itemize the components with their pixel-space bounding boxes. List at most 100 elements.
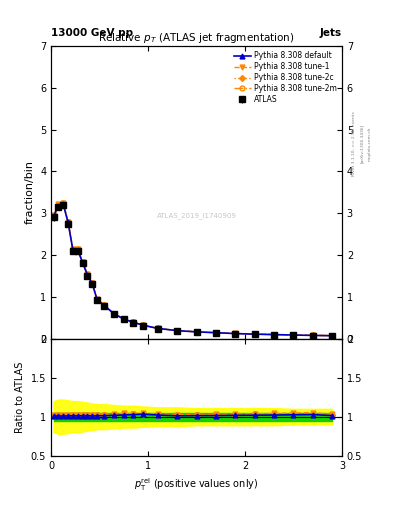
Pythia 8.308 tune-2c <box>131 319 136 325</box>
Pythia 8.308 default <box>61 201 66 207</box>
Pythia 8.308 default <box>194 329 199 335</box>
Text: mcplots.cern.ch: mcplots.cern.ch <box>367 126 371 161</box>
Pythia 8.308 tune-2m <box>155 325 160 331</box>
Y-axis label: fraction/bin: fraction/bin <box>24 160 35 224</box>
Text: 13000 GeV pp: 13000 GeV pp <box>51 28 133 38</box>
Pythia 8.308 default <box>121 316 126 322</box>
Pythia 8.308 tune-2c <box>112 311 116 317</box>
Pythia 8.308 default <box>213 330 218 336</box>
Pythia 8.308 tune-1 <box>121 315 126 322</box>
Pythia 8.308 tune-1 <box>155 325 160 331</box>
Line: Pythia 8.308 tune-2m: Pythia 8.308 tune-2m <box>51 201 335 338</box>
Pythia 8.308 default <box>80 260 85 266</box>
Pythia 8.308 default <box>85 272 90 278</box>
Pythia 8.308 default <box>175 328 180 334</box>
Pythia 8.308 default <box>66 219 70 225</box>
Pythia 8.308 tune-2c <box>155 325 160 331</box>
X-axis label: $p_{\rm T}^{\rm rel}$ (positive values only): $p_{\rm T}^{\rm rel}$ (positive values o… <box>134 476 259 493</box>
Pythia 8.308 tune-1 <box>90 280 95 286</box>
Pythia 8.308 tune-1 <box>85 271 90 278</box>
Pythia 8.308 tune-1 <box>141 322 145 328</box>
Pythia 8.308 tune-2c <box>51 213 56 219</box>
Pythia 8.308 tune-1 <box>56 201 61 207</box>
Pythia 8.308 tune-2m <box>66 219 70 225</box>
Pythia 8.308 tune-2m <box>291 332 296 338</box>
Pythia 8.308 tune-2m <box>141 322 145 328</box>
Pythia 8.308 tune-2c <box>95 296 99 303</box>
Pythia 8.308 tune-1 <box>80 259 85 265</box>
Pythia 8.308 tune-2m <box>131 319 136 326</box>
Pythia 8.308 tune-2m <box>51 212 56 219</box>
Pythia 8.308 tune-2c <box>330 333 334 339</box>
Pythia 8.308 tune-2m <box>310 332 315 338</box>
Pythia 8.308 default <box>155 325 160 331</box>
Pythia 8.308 tune-2m <box>194 329 199 335</box>
Pythia 8.308 tune-1 <box>252 331 257 337</box>
Pythia 8.308 tune-2c <box>233 330 238 336</box>
Line: Pythia 8.308 tune-2c: Pythia 8.308 tune-2c <box>51 202 334 338</box>
Pythia 8.308 tune-1 <box>75 246 80 252</box>
Pythia 8.308 tune-1 <box>66 219 70 225</box>
Pythia 8.308 tune-1 <box>51 212 56 219</box>
Text: ATLAS_2019_I1740909: ATLAS_2019_I1740909 <box>156 212 237 219</box>
Pythia 8.308 tune-1 <box>330 333 334 339</box>
Pythia 8.308 tune-2m <box>233 330 238 336</box>
Title: Relative $p_{T}$ (ATLAS jet fragmentation): Relative $p_{T}$ (ATLAS jet fragmentatio… <box>98 31 295 45</box>
Pythia 8.308 default <box>310 332 315 338</box>
Pythia 8.308 tune-1 <box>112 310 116 316</box>
Pythia 8.308 tune-2c <box>252 331 257 337</box>
Pythia 8.308 default <box>51 214 56 220</box>
Pythia 8.308 tune-2m <box>252 331 257 337</box>
Pythia 8.308 default <box>272 332 276 338</box>
Pythia 8.308 tune-2c <box>61 201 66 207</box>
Pythia 8.308 tune-1 <box>194 329 199 335</box>
Pythia 8.308 default <box>131 319 136 326</box>
Pythia 8.308 tune-2m <box>56 202 61 208</box>
Y-axis label: Ratio to ATLAS: Ratio to ATLAS <box>15 361 25 433</box>
Pythia 8.308 tune-1 <box>131 319 136 325</box>
Pythia 8.308 tune-2m <box>61 200 66 206</box>
Pythia 8.308 tune-2m <box>95 296 99 303</box>
Pythia 8.308 tune-1 <box>233 330 238 336</box>
Pythia 8.308 tune-2m <box>80 259 85 265</box>
Pythia 8.308 tune-2c <box>175 328 180 334</box>
Pythia 8.308 tune-2c <box>213 330 218 336</box>
Pythia 8.308 tune-2m <box>90 280 95 286</box>
Pythia 8.308 default <box>330 333 334 339</box>
Pythia 8.308 tune-2m <box>102 303 107 309</box>
Pythia 8.308 tune-2c <box>121 316 126 322</box>
Pythia 8.308 tune-2m <box>272 331 276 337</box>
Pythia 8.308 default <box>95 297 99 303</box>
Pythia 8.308 default <box>71 247 75 253</box>
Pythia 8.308 tune-2m <box>71 246 75 252</box>
Pythia 8.308 tune-2c <box>66 219 70 225</box>
Pythia 8.308 default <box>233 330 238 336</box>
Pythia 8.308 default <box>75 247 80 253</box>
Pythia 8.308 tune-2m <box>85 271 90 278</box>
Pythia 8.308 default <box>112 311 116 317</box>
Pythia 8.308 tune-1 <box>291 332 296 338</box>
Pythia 8.308 tune-2c <box>102 303 107 309</box>
Pythia 8.308 tune-2c <box>272 331 276 337</box>
Pythia 8.308 tune-2m <box>175 328 180 334</box>
Pythia 8.308 tune-2c <box>56 202 61 208</box>
Pythia 8.308 tune-1 <box>61 200 66 206</box>
Pythia 8.308 tune-1 <box>175 328 180 334</box>
Pythia 8.308 default <box>90 281 95 287</box>
Pythia 8.308 tune-1 <box>102 302 107 308</box>
Pythia 8.308 tune-1 <box>272 331 276 337</box>
Pythia 8.308 tune-2c <box>194 329 199 335</box>
Pythia 8.308 default <box>252 331 257 337</box>
Pythia 8.308 tune-2c <box>75 247 80 253</box>
Pythia 8.308 tune-1 <box>213 330 218 336</box>
Pythia 8.308 tune-1 <box>95 296 99 303</box>
Pythia 8.308 tune-1 <box>71 246 75 252</box>
Pythia 8.308 default <box>141 322 145 328</box>
Pythia 8.308 tune-2m <box>112 311 116 317</box>
Pythia 8.308 tune-2c <box>71 247 75 253</box>
Pythia 8.308 tune-1 <box>310 332 315 338</box>
Pythia 8.308 tune-2c <box>291 332 296 338</box>
Line: Pythia 8.308 tune-1: Pythia 8.308 tune-1 <box>51 200 335 338</box>
Pythia 8.308 default <box>56 203 61 209</box>
Pythia 8.308 tune-2m <box>75 246 80 252</box>
